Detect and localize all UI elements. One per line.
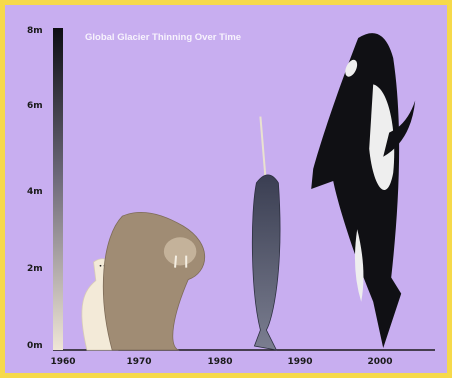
y-tick-label: 2m	[27, 264, 43, 274]
x-tick-label: 1990	[287, 357, 312, 367]
x-axis-ticks: 1960 1970 1980 1990 2000	[50, 357, 392, 367]
narwhal-body	[251, 174, 281, 351]
orca-side-patch	[354, 229, 364, 302]
y-tick-label: 4m	[27, 187, 43, 197]
gradient-bar	[53, 28, 63, 350]
polar-bear-eye	[99, 264, 102, 267]
walrus-tusks	[174, 255, 188, 268]
orca-belly-patch	[369, 84, 395, 191]
x-tick-label: 1960	[50, 357, 75, 367]
gradient-bar-mark	[53, 28, 63, 350]
x-tick-label: 2000	[367, 357, 392, 367]
y-axis-ticks: 0m 2m 4m 6m 8m	[27, 26, 43, 351]
chart-svg: Global Glacier Thinning Over Time 0m 2m …	[5, 5, 447, 373]
y-tick-label: 0m	[27, 341, 43, 351]
x-tick-label: 1980	[207, 357, 232, 367]
x-tick-label: 1970	[126, 357, 151, 367]
chart-marks	[53, 28, 416, 351]
narwhal-mark	[251, 116, 281, 351]
chart-title: Global Glacier Thinning Over Time	[85, 32, 241, 43]
orca-mark	[311, 33, 416, 348]
walrus-snout	[163, 237, 197, 266]
y-tick-label: 8m	[27, 26, 43, 36]
orca-eye-patch	[345, 59, 358, 77]
y-tick-label: 6m	[27, 101, 43, 111]
orca-fin	[383, 100, 416, 157]
narwhal-tusk	[259, 116, 267, 177]
walrus-mark	[102, 211, 206, 351]
